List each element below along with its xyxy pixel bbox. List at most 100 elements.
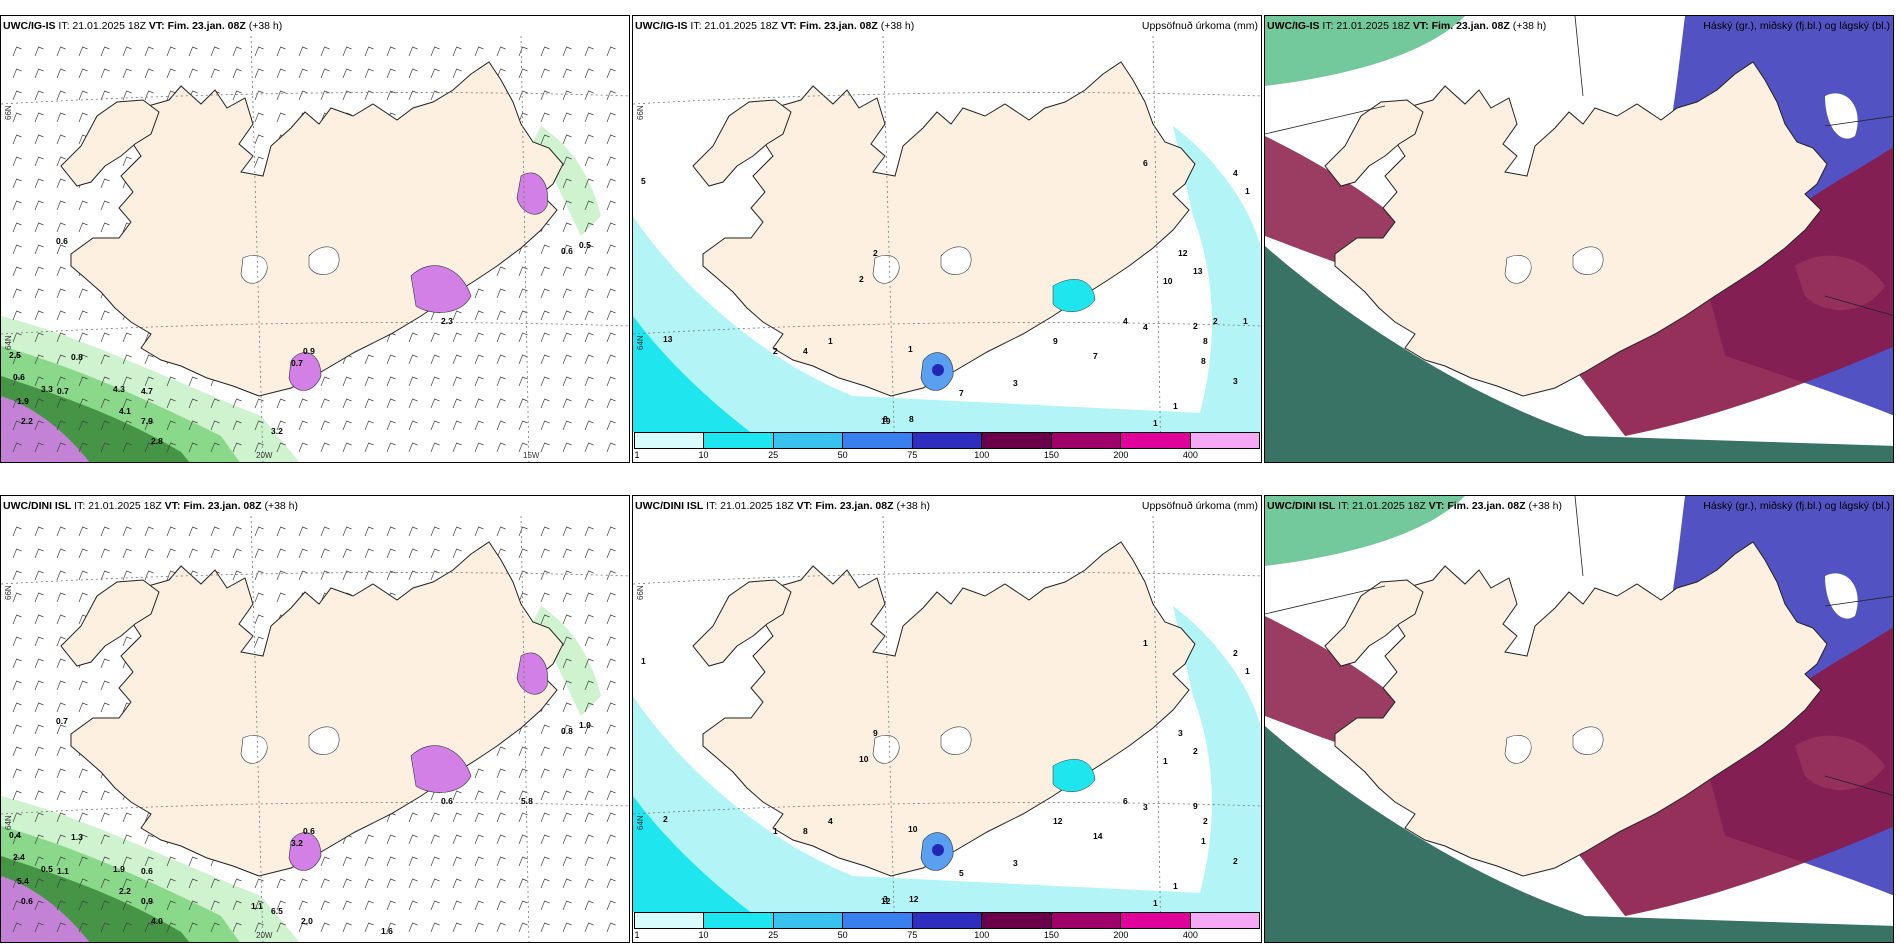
value-label: 1 [1245,186,1250,196]
field-title: Uppsöfnuð úrkoma (mm) [1141,20,1258,32]
value-label: 9 [873,728,878,738]
value-label: 3 [883,894,888,904]
graticule [1265,16,1893,316]
colorbar-segment [704,433,774,448]
panel-igis-cloud: UWC/IG-IS IT: 21.01.2025 18Z VT: Fim. 23… [1264,15,1894,463]
value-label: 2 [663,814,668,824]
value-label: 0.8 [71,352,83,362]
glacier [1572,246,1604,275]
value-label: 3 [1013,858,1018,868]
init-time: IT: 21.01.2025 18Z [55,20,149,32]
panel-igis-precip: UWC/IG-IS IT: 21.01.2025 18Z VT: Fim. 23… [632,15,1262,463]
colorbar-tick-label: 150 [1043,450,1059,460]
value-label: 2 [859,274,864,284]
value-label: 0.6 [441,796,453,806]
value-label: 1 [1143,638,1148,648]
value-label: 1 [641,656,646,666]
map-canvas [1,35,629,462]
lead-time: (+38 h) [893,500,931,512]
value-label: 19 [881,416,891,426]
colorbar-tick-label: 75 [907,930,918,940]
value-label: 8 [803,826,808,836]
precip-core [932,844,944,856]
value-label: 4 [803,346,808,356]
value-label: 1 [1173,401,1178,411]
value-label: 0.9 [303,346,315,356]
value-label: 12 [881,896,891,906]
latitude-label: 64N [4,335,13,350]
value-label: 2.0 [301,916,313,926]
iceland-land [702,541,1196,877]
value-label: 2.8 [151,436,163,446]
gust-areas [288,652,548,871]
map-canvas [633,515,1261,942]
colorbar-tick-label: 1 [634,930,640,940]
colorbar-tick-label: 10 [698,450,709,460]
colorbar-segment [704,913,774,928]
value-label: 0.6 [303,826,315,836]
value-label: 1 [908,344,913,354]
value-label: 12 [1053,816,1063,826]
value-label: 4 [1143,322,1148,332]
panel-dini-wind: UWC/DINI ISL IT: 21.01.2025 18Z VT: Fim.… [0,495,630,943]
glacier [308,246,340,275]
latitude-label: 64N [636,335,645,350]
value-label: 2 [1193,321,1198,331]
glacier [872,735,900,764]
iceland-land [1334,541,1828,877]
init-time: IT: 21.01.2025 18Z [687,20,781,32]
value-label: 1.3 [71,832,83,842]
field-title: Háský (gr.), miðský (fj.bl.) og lágský (… [1703,500,1890,512]
glacier [872,255,900,284]
valid-time: VT: Fim. 23.jan. 08Z [148,20,246,32]
value-label: 8 [1201,356,1206,366]
panel-header: UWC/DINI ISL IT: 21.01.2025 18Z VT: Fim.… [635,500,930,512]
colorbar-tick-label: 10 [698,930,709,940]
value-label: 1 [1163,756,1168,766]
valid-time: VT: Fim. 23.jan. 08Z [1428,500,1526,512]
value-label: 1 [828,336,833,346]
value-label: 6 [1143,158,1148,168]
glacier [940,246,972,275]
map-canvas [633,35,1261,462]
colorbar-tick-label: 200 [1113,930,1129,940]
value-label: 5.8 [521,796,533,806]
glacier [240,735,268,764]
latitude-label: 66N [4,585,13,600]
value-label: 4.0 [151,916,163,926]
value-label: 0.6 [13,372,25,382]
precip-area [1052,759,1096,792]
value-label: 12 [1178,248,1188,258]
value-label: 0.5 [41,864,53,874]
value-label: 3.2 [291,838,303,848]
precip-area [1052,279,1096,312]
value-label: 10 [1163,276,1173,286]
value-label: 2.2 [119,886,131,896]
field-title: Uppsöfnuð úrkoma (mm) [1141,500,1258,512]
colorbar-tick-label: 200 [1113,450,1129,460]
westfjords-land [692,579,792,667]
graticule [1265,496,1893,796]
value-label: 2 [873,248,878,258]
value-label: 9 [1053,336,1058,346]
value-label: 1 [1243,316,1248,326]
value-label: 3 [1178,728,1183,738]
value-label: 0.7 [56,716,68,726]
value-label: 5 [641,176,646,186]
colorbar-segment [912,433,983,448]
value-label: 0.6 [21,896,33,906]
colorbar-tick-label: 25 [768,930,779,940]
value-label: 2 [1213,316,1218,326]
value-label: 12 [909,894,919,904]
lead-time: (+38 h) [1509,20,1547,32]
valid-time: VT: Fim. 23.jan. 08Z [780,20,878,32]
panel-header: UWC/DINI ISL IT: 21.01.2025 18Z VT: Fim.… [1267,500,1562,512]
value-label: 4 [828,816,833,826]
panel-igis-wind: UWC/IG-IS IT: 21.01.2025 18Z VT: Fim. 23… [0,15,630,463]
lead-time: (+38 h) [261,500,299,512]
colorbar-segment [912,913,983,928]
value-label: 1.0 [579,720,591,730]
latitude-label: 64N [4,815,13,830]
value-label: 2.4 [13,852,25,862]
colorbar-segment [1190,433,1259,448]
